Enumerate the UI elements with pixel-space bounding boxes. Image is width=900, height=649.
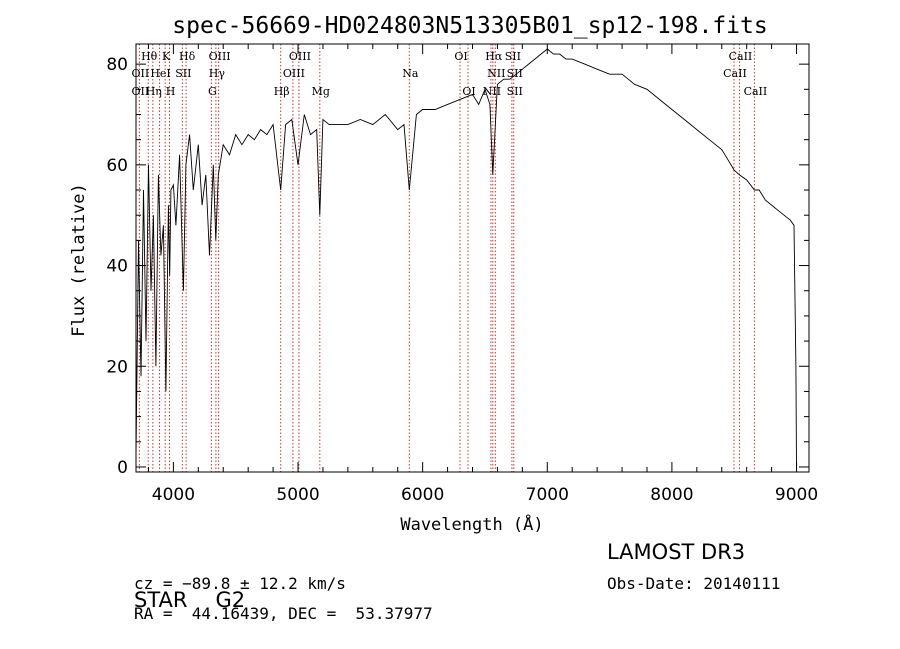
line-label: G (208, 85, 217, 98)
y-tick-label: 80 (106, 55, 128, 75)
line-label: OIII (209, 50, 231, 63)
line-label: NII (487, 67, 505, 80)
line-label: HeI (150, 67, 170, 80)
spectral-subclass: G2 (215, 588, 246, 612)
line-label: Na (402, 67, 419, 80)
line-label: SII (505, 50, 521, 63)
y-tick-label: 0 (117, 458, 128, 478)
line-label: OIII (283, 67, 305, 80)
line-label: CaII (744, 85, 768, 98)
x-tick-label: 9000 (775, 485, 818, 505)
redshift-cz: cz = −89.8 ± 12.2 km/s (134, 574, 346, 593)
line-label: H (166, 85, 176, 98)
line-label: Hη (146, 85, 162, 98)
survey-name: LAMOST DR3 (607, 540, 746, 564)
y-tick-label: 20 (106, 357, 128, 377)
x-tick-label: 7000 (526, 485, 569, 505)
line-label: Hγ (209, 67, 226, 80)
x-tick-label: 6000 (401, 485, 444, 505)
x-tick-label: 4000 (152, 485, 195, 505)
x-tick-label: 5000 (276, 485, 319, 505)
object-class: STAR (134, 588, 188, 612)
line-label: Hδ (179, 50, 196, 63)
line-label: SII (507, 67, 523, 80)
x-axis-label: Wavelength (Å) (400, 513, 543, 535)
y-tick-label: 60 (106, 156, 128, 176)
line-label: Mg (312, 85, 330, 98)
x-tick-label: 8000 (650, 485, 693, 505)
line-label: CaII (729, 50, 753, 63)
obs-date: Obs-Date: 20140111 (607, 574, 781, 593)
line-label: OI (454, 50, 467, 63)
line-label: SII (175, 67, 191, 80)
line-label: Hβ (274, 85, 290, 98)
y-tick-label: 40 (106, 257, 128, 277)
line-label: CaII (723, 67, 747, 80)
y-axis-label: Flux (relative) (69, 183, 89, 337)
line-label: Hθ (141, 50, 158, 63)
line-label: SII (507, 85, 523, 98)
coordinates: RA = 44.16439, DEC = 53.37977 (134, 604, 433, 623)
line-label: OII (132, 67, 150, 80)
line-label: OIII (289, 50, 311, 63)
spectrum-series-line (135, 48, 797, 468)
line-label: Hα (485, 50, 503, 63)
plot-frame (135, 43, 810, 473)
chart-title: spec-56669-HD024803N513305B01_sp12-198.f… (172, 13, 767, 39)
line-label: K (162, 50, 171, 63)
